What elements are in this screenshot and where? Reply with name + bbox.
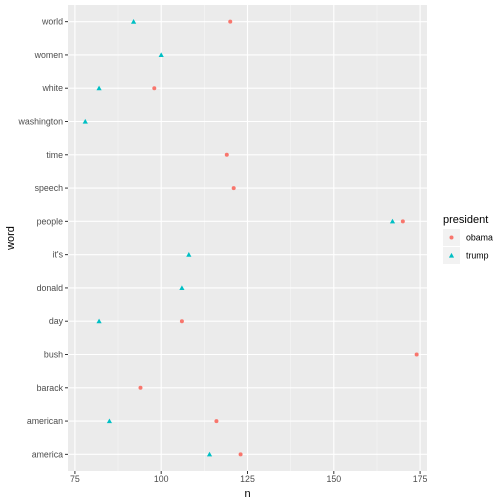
obama-point [228, 19, 233, 24]
obama-point [138, 385, 143, 390]
obama-point [224, 152, 229, 157]
trump-point [389, 218, 396, 224]
y-tick-label: white [41, 83, 63, 93]
legend-keys: obama trump [443, 229, 493, 264]
x-tick-label: 150 [326, 474, 341, 484]
y-tick-label: world [41, 17, 63, 27]
obama-point [414, 352, 419, 357]
y-axis: america american barack bush day donald it's pe… [17, 17, 68, 459]
trump-point [82, 118, 88, 124]
obama-point [152, 86, 157, 91]
legend-key-trump [448, 252, 455, 258]
trump-point [186, 252, 192, 257]
y-tick-label: donald [37, 283, 64, 293]
obama-point [214, 419, 219, 424]
trump-point [96, 318, 102, 324]
x-tick-label: 175 [413, 474, 428, 484]
obama-point [179, 319, 184, 324]
trump-point [179, 285, 185, 291]
x-axis: 75 100 125 150 175 [70, 471, 428, 484]
obama-point [231, 186, 236, 191]
legend: president obama trump [443, 214, 493, 264]
x-tick-label: 75 [70, 474, 80, 484]
y-tick-label: women [34, 50, 63, 60]
obama-point [238, 452, 243, 457]
y-tick-label: america [32, 449, 63, 459]
legend-label: obama [466, 233, 493, 243]
y-tick-label: time [46, 150, 63, 160]
trump-point [106, 418, 113, 424]
legend-label: trump [466, 251, 489, 261]
y-tick-label: people [37, 216, 64, 226]
y-axis-title: word [5, 226, 17, 251]
trump-point [158, 52, 164, 58]
y-tick-label: speech [35, 183, 63, 193]
x-tick-label: 100 [154, 474, 169, 484]
x-axis-title: n [244, 488, 250, 500]
y-tick-label: american [27, 416, 63, 426]
y-tick-label: washington [17, 117, 63, 127]
data-points [82, 19, 419, 457]
y-tick-label: bush [44, 350, 63, 360]
trump-point [130, 19, 137, 24]
x-tick-label: 125 [240, 474, 255, 484]
y-tick-label: day [49, 316, 64, 326]
trump-point [206, 451, 213, 457]
obama-point [400, 219, 405, 224]
y-tick-label: it's [53, 250, 64, 260]
y-tick-label: barack [37, 383, 64, 393]
legend-key-obama [449, 235, 454, 240]
grid-lines [68, 5, 427, 471]
trump-point [96, 85, 102, 91]
legend-title: president [443, 214, 488, 226]
